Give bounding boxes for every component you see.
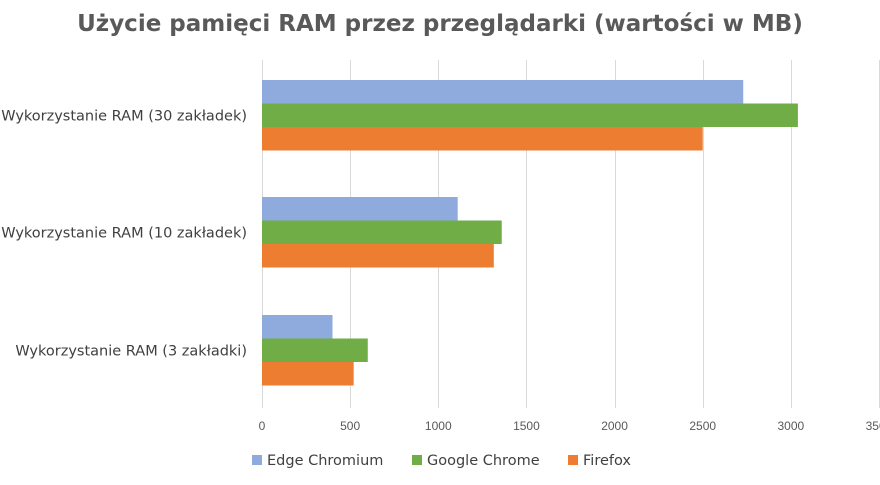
legend-label-1: Google Chrome [427, 453, 540, 469]
legend-item-firefox: Firefox [568, 453, 631, 469]
x-tick-label-2000: 2000 [601, 419, 628, 433]
x-tick-label-1500: 1500 [513, 419, 540, 433]
x-tick-label-3500: 3500 [866, 419, 880, 433]
legend-swatch-0 [252, 455, 262, 465]
bar-edge-chromium-cat1 [262, 197, 458, 221]
x-tick-label-3000: 3000 [777, 419, 804, 433]
x-axis-tick-labels: 0 500 1000 1500 2000 2500 3000 3500 [259, 419, 880, 433]
category-label-2: Wykorzystanie RAM (3 zakładki) [15, 343, 247, 359]
bar-firefox-cat2 [262, 362, 354, 386]
x-tick-label-2500: 2500 [689, 419, 716, 433]
legend-item-edge-chromium: Edge Chromium [252, 453, 383, 469]
x-tick-label-500: 500 [340, 419, 360, 433]
bar-edge-chromium-cat0 [262, 80, 744, 104]
bar-edge-chromium-cat2 [262, 315, 333, 339]
bar-google-chrome-cat2 [262, 338, 368, 362]
bar-google-chrome-cat0 [262, 103, 798, 127]
x-tick-label-0: 0 [259, 419, 266, 433]
category-labels: Wykorzystanie RAM (30 zakładek) Wykorzyst… [1, 108, 247, 359]
chart-title: Użycie pamięci RAM przez przeglądarki (w… [77, 11, 803, 37]
category-label-0: Wykorzystanie RAM (30 zakładek) [1, 108, 247, 124]
legend: Edge Chromium Google Chrome Firefox [252, 453, 631, 469]
legend-swatch-1 [412, 455, 422, 465]
legend-swatch-2 [568, 455, 578, 465]
legend-label-0: Edge Chromium [267, 453, 383, 469]
bar-firefox-cat1 [262, 244, 494, 268]
bars [262, 80, 798, 386]
category-label-1: Wykorzystanie RAM (10 zakładek) [1, 225, 247, 241]
legend-label-2: Firefox [583, 453, 631, 469]
x-tick-label-1000: 1000 [425, 419, 452, 433]
bar-google-chrome-cat1 [262, 220, 502, 244]
bar-firefox-cat0 [262, 127, 703, 151]
legend-item-google-chrome: Google Chrome [412, 453, 540, 469]
